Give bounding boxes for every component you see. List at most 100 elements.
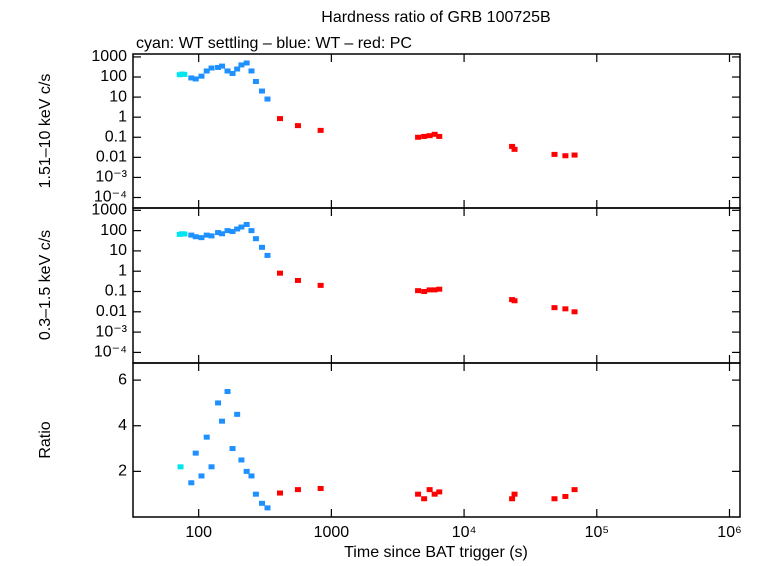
y-tick-label: 10⁻³ xyxy=(95,323,127,340)
chart-title: Hardness ratio of GRB 100725B xyxy=(321,9,550,26)
data-point xyxy=(276,490,283,496)
data-point xyxy=(421,133,428,139)
plot-frame xyxy=(132,53,741,209)
y-tick-label: 10⁻⁴ xyxy=(94,189,127,206)
data-point xyxy=(258,500,265,506)
data-point xyxy=(215,230,222,236)
data-point xyxy=(252,236,259,242)
data-point xyxy=(571,152,578,158)
data-point xyxy=(243,468,250,474)
data-point xyxy=(203,232,210,238)
data-point xyxy=(219,231,226,237)
data-point xyxy=(198,73,205,79)
data-point xyxy=(181,231,188,237)
data-point xyxy=(208,65,215,71)
data-point xyxy=(198,473,205,479)
y-tick-label: 10 xyxy=(109,242,127,259)
data-point xyxy=(215,400,222,406)
y-tick-label: 10 xyxy=(109,88,127,105)
data-point xyxy=(181,71,188,77)
data-point xyxy=(248,473,255,479)
data-point xyxy=(224,228,231,234)
data-point xyxy=(317,282,324,288)
data-point xyxy=(511,298,518,304)
data-point xyxy=(562,306,569,312)
data-point xyxy=(224,68,231,74)
data-point xyxy=(203,68,210,74)
x-tick-label: 10⁴ xyxy=(452,524,477,541)
y-tick-label: 100 xyxy=(100,68,127,85)
data-point xyxy=(229,229,236,235)
data-point xyxy=(509,143,516,149)
data-point xyxy=(294,123,301,129)
data-point xyxy=(224,389,231,395)
data-point xyxy=(188,232,195,238)
data-point xyxy=(264,252,271,258)
data-point xyxy=(317,127,324,133)
data-point xyxy=(243,60,250,66)
data-point xyxy=(436,286,443,292)
y-axis-label: 0.3–1.5 keV c/s xyxy=(37,230,54,340)
y-tick-label: 1 xyxy=(118,262,127,279)
data-point xyxy=(317,485,324,491)
data-point xyxy=(562,153,569,159)
data-point xyxy=(177,464,184,470)
data-point xyxy=(562,493,569,499)
data-point xyxy=(208,464,215,470)
data-point xyxy=(294,487,301,493)
data-point xyxy=(248,228,255,234)
data-point xyxy=(421,288,428,294)
data-point xyxy=(264,505,271,511)
y-tick-label: 2 xyxy=(118,463,127,480)
data-point xyxy=(426,487,433,493)
data-point xyxy=(219,418,226,424)
data-point xyxy=(243,221,250,227)
y-tick-label: 10⁻⁴ xyxy=(94,344,127,361)
data-point xyxy=(215,64,222,70)
data-point xyxy=(436,133,443,139)
y-tick-label: 4 xyxy=(118,417,127,434)
data-point xyxy=(431,491,438,497)
data-point xyxy=(551,151,558,157)
y-tick-label: 0.01 xyxy=(96,149,127,166)
data-point xyxy=(188,480,195,486)
data-point xyxy=(229,446,236,452)
data-point xyxy=(276,116,283,122)
y-tick-label: 0.01 xyxy=(96,303,127,320)
y-tick-label: 6 xyxy=(118,371,127,388)
data-point xyxy=(551,496,558,502)
y-tick-label: 1000 xyxy=(91,202,127,219)
data-point xyxy=(415,491,422,497)
data-point xyxy=(203,434,210,440)
data-point xyxy=(192,450,199,456)
data-point xyxy=(509,496,516,502)
data-point xyxy=(276,270,283,276)
data-point xyxy=(192,234,199,240)
data-point xyxy=(415,288,422,294)
y-axis-label: 1.51–10 keV c/s xyxy=(37,74,54,189)
data-point xyxy=(294,277,301,283)
data-point xyxy=(192,76,199,82)
x-tick-label: 1000 xyxy=(314,524,350,541)
data-point xyxy=(258,88,265,94)
plot-frame xyxy=(132,207,741,364)
data-point xyxy=(248,68,255,74)
data-point xyxy=(234,226,241,232)
data-point xyxy=(252,491,259,497)
data-point xyxy=(229,70,236,76)
data-point xyxy=(188,75,195,81)
data-point xyxy=(238,62,245,68)
y-tick-label: 0.1 xyxy=(105,283,127,300)
data-point xyxy=(198,235,205,241)
data-point xyxy=(415,134,422,140)
data-point xyxy=(511,146,518,152)
data-point xyxy=(426,133,433,139)
y-tick-label: 0.1 xyxy=(105,128,127,145)
data-point xyxy=(511,491,518,497)
data-point xyxy=(551,305,558,311)
data-point xyxy=(431,287,438,293)
y-tick-label: 1000 xyxy=(91,48,127,65)
x-tick-label: 100 xyxy=(185,524,212,541)
data-point xyxy=(219,63,226,69)
